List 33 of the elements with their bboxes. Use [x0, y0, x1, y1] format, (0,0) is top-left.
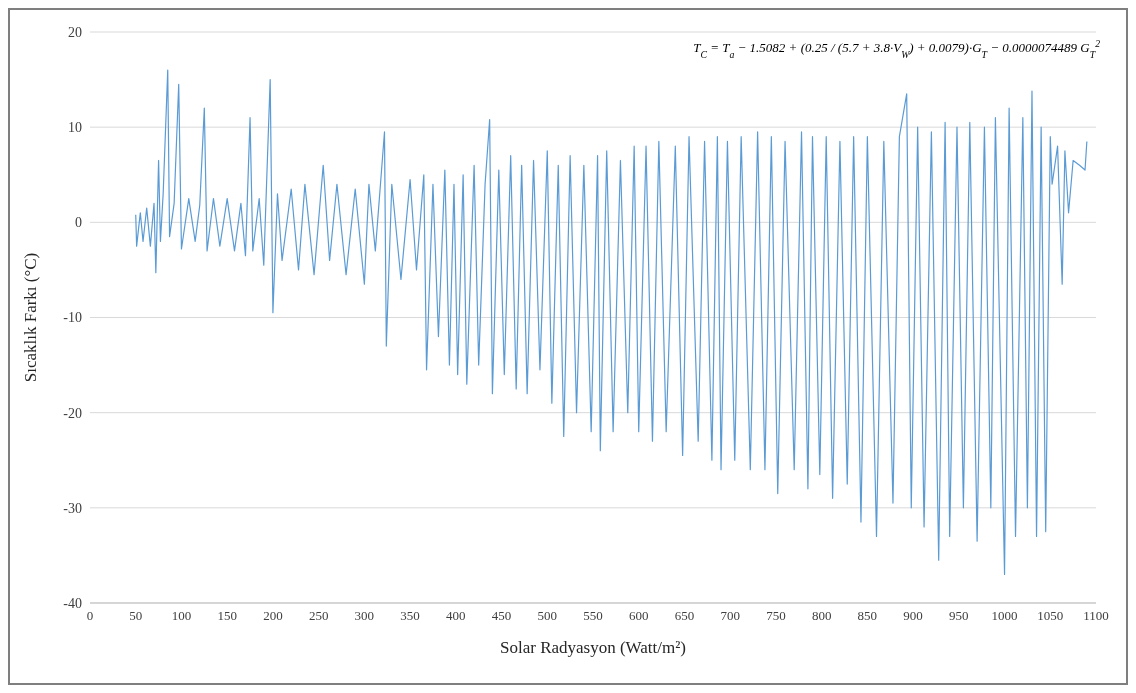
y-tick-label: -40: [63, 595, 82, 611]
x-tick-label: 300: [354, 608, 375, 624]
x-tick-label: 650: [674, 608, 695, 624]
y-tick-label: 0: [75, 215, 82, 231]
x-tick-label: 700: [720, 608, 740, 624]
y-axis-title: Sıcaklık Farkı (°C): [21, 252, 41, 383]
x-tick-label: 350: [400, 608, 420, 624]
y-tick-label: -20: [63, 405, 82, 421]
x-tick-label: 950: [949, 608, 969, 624]
x-tick-label: 600: [628, 608, 649, 624]
x-tick-label: 250: [308, 608, 329, 624]
line-series: [135, 69, 1088, 576]
x-tick-label: 1050: [1037, 608, 1064, 624]
x-tick-label: 50: [129, 608, 143, 624]
x-tick-label: 750: [766, 608, 786, 624]
x-tick-label: 450: [491, 608, 512, 624]
x-tick-label: 550: [583, 608, 603, 624]
x-tick-label: 1100: [1083, 608, 1109, 624]
x-tick-label: 200: [263, 608, 283, 624]
x-tick-label: 0: [86, 608, 94, 624]
y-tick-label: 20: [68, 24, 82, 40]
x-tick-label: 900: [903, 608, 923, 624]
x-tick-label: 800: [811, 608, 832, 624]
x-tick-label: 500: [537, 608, 558, 624]
x-tick-label: 150: [217, 608, 237, 624]
y-tick-label: -30: [63, 500, 82, 516]
x-axis-title: Solar Radyasyon (Watt/m²): [500, 638, 686, 657]
x-tick-label: 850: [857, 608, 878, 624]
y-tick-label: -10: [63, 310, 82, 326]
y-tick-label: 10: [68, 120, 82, 136]
x-tick-label: 400: [446, 608, 466, 624]
x-tick-label: 100: [171, 608, 192, 624]
x-tick-label: 1000: [991, 608, 1018, 624]
